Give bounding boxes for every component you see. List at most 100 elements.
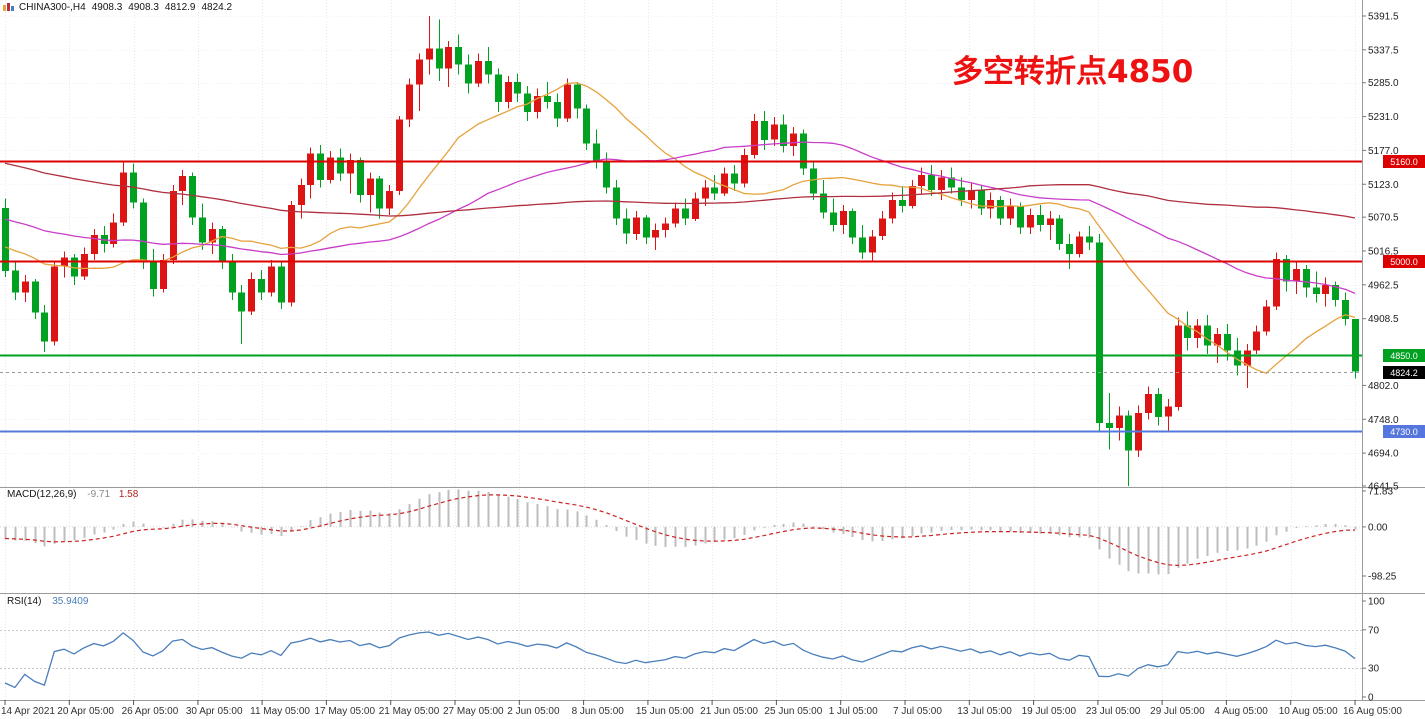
- candle-body: [780, 124, 787, 146]
- candle-body: [583, 108, 590, 144]
- macd-value-main: -9.71: [87, 489, 111, 500]
- candle-body: [475, 60, 482, 84]
- candle-body: [987, 199, 994, 209]
- rsi-axis-label: 100: [1368, 597, 1385, 608]
- candle-body: [1165, 406, 1172, 417]
- candle-body: [189, 176, 196, 218]
- candle-body: [357, 159, 364, 195]
- date-tick-label: 13 Jul 05:00: [957, 706, 1012, 717]
- candle-body: [771, 124, 778, 140]
- candle-body: [406, 84, 413, 120]
- candle-body: [524, 93, 531, 113]
- candle-body: [948, 177, 955, 188]
- candle-body: [495, 74, 502, 103]
- candle-body: [1056, 218, 1063, 244]
- date-tick-label: 1 Jul 05:00: [829, 706, 878, 717]
- candle-body: [820, 193, 827, 213]
- price-tick-label: 4908.5: [1368, 314, 1399, 325]
- candle-body: [120, 172, 127, 223]
- candle-body: [1076, 236, 1083, 254]
- candle-body: [643, 217, 650, 238]
- candle-body: [386, 191, 393, 209]
- candle-body: [1096, 242, 1103, 423]
- candle-body: [160, 260, 167, 289]
- level-lines[interactable]: [0, 160, 1362, 433]
- candle-body: [396, 119, 403, 192]
- candle-body: [623, 218, 630, 234]
- price-tick-label: 5177.0: [1368, 146, 1399, 157]
- candle-body: [1204, 325, 1211, 346]
- candle-body: [849, 211, 856, 238]
- candle-body: [170, 191, 177, 261]
- candle-body: [702, 187, 709, 199]
- candle-body: [918, 174, 925, 187]
- rsi-axis-label: 0: [1368, 693, 1374, 704]
- candle-body: [1155, 394, 1162, 417]
- candle-body: [179, 176, 186, 192]
- date-tick-label: 2 Jun 05:00: [507, 706, 560, 717]
- candle-body: [416, 59, 423, 85]
- date-tick-label: 21 Jun 05:00: [700, 706, 758, 717]
- candle-body: [110, 222, 117, 244]
- candle-body: [307, 153, 314, 185]
- candle-body: [830, 212, 837, 225]
- date-tick-label: 4 Aug 05:00: [1214, 706, 1268, 717]
- rsi-axis-label: 30: [1368, 664, 1380, 675]
- annotation-text[interactable]: 多空转折点4850: [952, 54, 1194, 90]
- time-axis[interactable]: 14 Apr 2021 20 Apr 05:00 26 Apr 05:00 30 Ap…: [1, 700, 1402, 717]
- moving-average-lines: [4, 82, 1356, 375]
- grid-lines: [0, 0, 1362, 700]
- indicator-plots: [0, 489, 1362, 689]
- candle-body: [455, 47, 462, 65]
- symbol-timeframe-title: CHINA300-,H4: [19, 2, 86, 13]
- date-tick-label: 15 Jun 05:00: [636, 706, 694, 717]
- candle-body: [800, 133, 807, 169]
- price-axis[interactable]: 5160.0 5000.0 4850.0 4730.0 4824.2 5391.5 5337…: [1362, 12, 1425, 704]
- candle-body: [298, 184, 305, 205]
- candle-body: [1145, 394, 1152, 413]
- candle-body: [741, 154, 748, 184]
- candle-body: [1116, 415, 1123, 428]
- candle-body: [968, 189, 975, 200]
- candle-body: [150, 262, 157, 289]
- chart-type-icon: [3, 2, 14, 13]
- candle-body: [544, 95, 551, 103]
- macd-indicator-label: MACD(12,26,9) -9.71 1.58: [7, 489, 138, 500]
- date-tick-label: 27 May 05:00: [443, 706, 504, 717]
- candle-body: [1244, 350, 1251, 366]
- candle-body: [1017, 206, 1024, 228]
- candlesticks: [2, 16, 1359, 486]
- price-badge: [1383, 155, 1425, 168]
- date-tick-label: 19 Jul 05:00: [1022, 706, 1077, 717]
- candle-body: [1263, 306, 1270, 332]
- candle-body: [682, 208, 689, 219]
- candle-body: [534, 95, 541, 113]
- price-badge-label: 5000.0: [1390, 257, 1418, 267]
- candle-body: [1283, 258, 1290, 282]
- price-tick-label: 5391.5: [1368, 12, 1399, 23]
- ohlc-open: 4908.3: [91, 2, 123, 13]
- candle-body: [593, 143, 600, 163]
- price-badge: [1383, 255, 1425, 268]
- candle-body: [436, 48, 443, 69]
- date-tick-label: 16 Aug 05:00: [1343, 706, 1402, 717]
- date-tick-label: 29 Jul 05:00: [1150, 706, 1205, 717]
- candle-body: [514, 82, 521, 94]
- candle-body: [268, 266, 275, 293]
- candle-body: [32, 281, 39, 313]
- candle-body: [1234, 350, 1241, 366]
- price-tick-label: 5231.0: [1368, 112, 1399, 123]
- candle-body: [889, 199, 896, 219]
- macd-axis-label: 71.83: [1368, 487, 1393, 498]
- candle-body: [652, 230, 659, 238]
- candle-body: [1342, 300, 1349, 319]
- candle-body: [248, 278, 255, 312]
- rsi-name: RSI(14): [7, 596, 42, 607]
- candle-body: [238, 292, 245, 312]
- ohlc-high: 4908.3: [128, 2, 159, 13]
- price-tick-label: 5016.5: [1368, 247, 1399, 258]
- candle-body: [376, 178, 383, 209]
- candle-body: [692, 198, 699, 219]
